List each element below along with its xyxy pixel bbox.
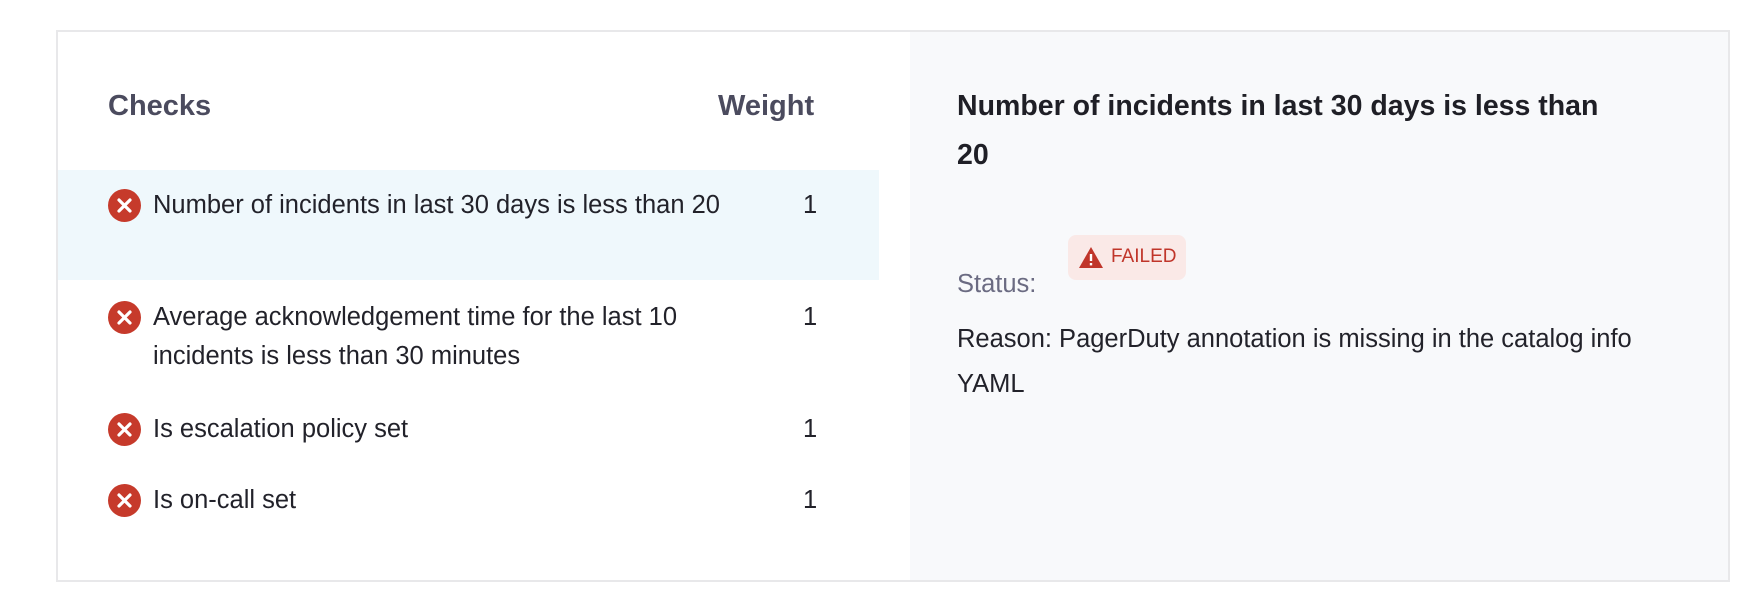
warning-triangle-icon (1079, 247, 1103, 268)
x-circle-icon (108, 189, 141, 222)
checks-card: Checks Weight Number of incidents in las… (56, 30, 1730, 582)
checks-column-header: Checks (108, 90, 212, 122)
x-circle-icon (108, 301, 141, 334)
table-row[interactable]: Average acknowledgement time for the las… (58, 282, 879, 392)
status-label: Status: (957, 270, 1037, 298)
table-row[interactable]: Number of incidents in last 30 days is l… (58, 170, 879, 280)
check-label: Average acknowledgement time for the las… (153, 303, 677, 370)
check-label: Is on-call set (153, 486, 297, 514)
x-circle-icon (108, 484, 141, 517)
table-row[interactable]: Is on-call set 1 (58, 475, 879, 541)
x-circle-icon (108, 413, 141, 446)
checks-table: Checks Weight Number of incidents in las… (58, 32, 910, 580)
check-label: Is escalation policy set (153, 415, 409, 443)
status-badge: FAILED (1068, 235, 1186, 280)
check-weight: 1 (803, 303, 818, 331)
check-weight: 1 (803, 191, 818, 219)
check-label: Number of incidents in last 30 days is l… (153, 191, 720, 219)
check-weight: 1 (803, 415, 818, 443)
weight-column-header: Weight (718, 90, 815, 122)
detail-title: Number of incidents in last 30 days is l… (957, 90, 1599, 171)
check-detail-panel: Number of incidents in last 30 days is l… (910, 32, 1728, 580)
failure-reason: Reason: PagerDuty annotation is missing … (957, 325, 1632, 398)
status-value: FAILED (1111, 246, 1177, 267)
check-weight: 1 (803, 486, 818, 514)
table-row[interactable]: Is escalation policy set 1 (58, 404, 879, 470)
